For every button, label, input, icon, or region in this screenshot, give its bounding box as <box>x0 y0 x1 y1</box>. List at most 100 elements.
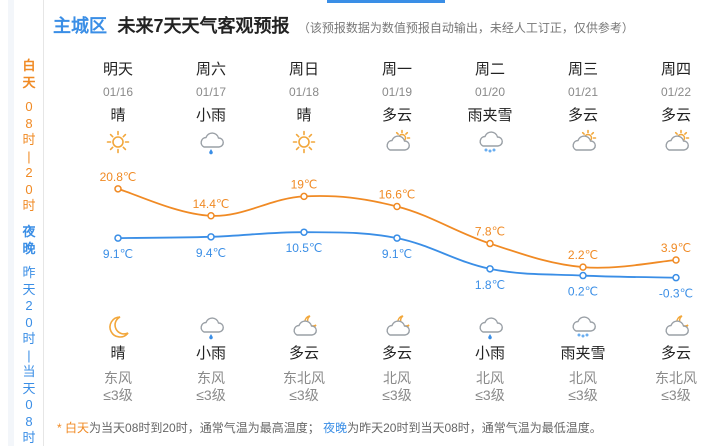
wind-direction: 东风 <box>104 370 132 386</box>
wind-level: ≤3级 <box>475 387 505 403</box>
low-temp-point <box>486 265 494 273</box>
sidebar-night-label: 夜晚 <box>22 224 36 256</box>
day-name: 周日 <box>288 61 319 78</box>
high-temp-point <box>300 192 308 201</box>
night-weather: 小雨 <box>474 345 505 362</box>
low-temp-point <box>393 234 401 242</box>
footnote-night-text: 为昨天20时到当天08时，通常气温为最低温度。 <box>347 421 602 435</box>
day-weather: 晴 <box>296 107 312 124</box>
sidebar-night-range: 昨天 2 0 时 | 当天 0 8 时 <box>22 265 36 445</box>
day-name: 周六 <box>195 61 226 78</box>
sidebar-night: 夜晚 昨天 2 0 时 | 当天 0 8 时 <box>16 224 42 446</box>
low-temp-point <box>579 271 587 280</box>
low-temp-point <box>114 234 122 242</box>
low-temp-point <box>300 228 308 236</box>
cloud-rain-icon <box>196 129 226 155</box>
low-temp-line <box>117 231 677 279</box>
cloud-moon-icon <box>289 314 319 340</box>
page-header: 主城区 未来7天天气客观预报 （该预报数据为数值预报自动输出，未经人工订正，仅供… <box>53 12 634 36</box>
day-column: 周日 01/18 晴 <box>254 60 354 155</box>
cloud-rain-icon <box>475 314 505 340</box>
footnote-day-term: 白天 <box>65 421 90 435</box>
footnote-star: * <box>57 421 62 435</box>
low-temp-label: 0.2℃ <box>568 285 598 299</box>
page-title: 未来7天天气客观预报 <box>117 16 290 36</box>
day-column: 周二 01/20 雨夹雪 <box>440 60 540 155</box>
night-column: 小雨 东风 ≤3级 <box>161 314 261 404</box>
day-weather: 小雨 <box>195 107 226 124</box>
wind-level: ≤3级 <box>289 387 319 403</box>
night-weather: 多云 <box>660 345 691 362</box>
wind-direction: 东北风 <box>655 370 697 386</box>
high-temp-point <box>579 263 587 271</box>
wind-level: ≤3级 <box>382 387 412 403</box>
footnote: * 白天为当天08时到20时，通常气温为最高温度； 夜晚为昨天20时到当天08时… <box>57 419 602 436</box>
wind-level: ≤3级 <box>661 387 691 403</box>
night-weather: 雨夹雪 <box>560 345 606 362</box>
wind-level: ≤3级 <box>196 387 226 403</box>
low-temp-label: 9.1℃ <box>382 247 412 261</box>
low-temp-point <box>672 273 680 282</box>
low-temp-label: 9.4℃ <box>196 246 226 260</box>
wind-direction: 北风 <box>476 370 504 386</box>
cloud-rain-icon <box>196 314 226 340</box>
cloud-moon-icon <box>661 314 691 340</box>
night-column: 晴 东风 ≤3级 <box>68 314 168 404</box>
high-temp-label: 14.4℃ <box>193 197 230 211</box>
region-name[interactable]: 主城区 <box>53 16 107 36</box>
high-temp-label: 20.8℃ <box>100 170 137 184</box>
day-weather: 多云 <box>660 107 691 124</box>
wind-direction: 东风 <box>197 370 225 386</box>
low-temp-label: 1.8℃ <box>475 278 505 292</box>
high-temp-point <box>114 185 122 193</box>
sun-icon <box>289 129 319 155</box>
day-name: 明天 <box>102 61 133 78</box>
low-temp-label: 9.1℃ <box>103 247 133 261</box>
night-weather: 小雨 <box>195 345 226 362</box>
day-date: 01/18 <box>288 85 320 99</box>
night-column: 小雨 北风 ≤3级 <box>440 314 540 404</box>
high-temp-label: 3.9℃ <box>661 241 691 255</box>
high-temp-label: 19℃ <box>291 177 318 191</box>
wind-level: ≤3级 <box>568 387 598 403</box>
low-temp-label: 10.5℃ <box>286 241 323 255</box>
cloud-sun-icon <box>661 129 691 155</box>
day-column: 周三 01/21 多云 <box>533 60 633 155</box>
day-name: 周四 <box>660 61 691 78</box>
low-temp-label: -0.3℃ <box>659 287 693 301</box>
day-column: 明天 01/16 晴 <box>68 60 168 155</box>
sidebar-day-range: 0 8 时 | 2 0 时 <box>22 99 36 213</box>
night-weather: 晴 <box>110 345 126 362</box>
time-sidebar: 白天 0 8 时 | 2 0 时 夜晚 昨天 2 0 时 | 当天 0 8 时 <box>0 0 44 446</box>
active-tab-indicator <box>327 0 445 3</box>
cloud-sun-icon <box>382 129 412 155</box>
night-column: 多云 东北风 ≤3级 <box>626 314 720 404</box>
day-column: 周四 01/22 多云 <box>626 60 720 155</box>
day-date: 01/19 <box>381 85 413 99</box>
sidebar-rail <box>8 0 14 446</box>
high-temp-label: 7.8℃ <box>475 225 505 239</box>
cloud-sleet-icon <box>475 129 505 155</box>
day-column: 周一 01/19 多云 <box>347 60 447 155</box>
high-temp-point <box>672 256 680 264</box>
cloud-sun-icon <box>568 129 598 155</box>
night-column: 雨夹雪 北风 ≤3级 <box>533 314 633 404</box>
sidebar-day-label: 白天 <box>22 58 36 90</box>
day-date: 01/20 <box>474 85 506 99</box>
day-date: 01/16 <box>102 85 134 99</box>
day-weather: 雨夹雪 <box>467 107 513 124</box>
day-column: 周六 01/17 小雨 <box>161 60 261 155</box>
low-temp-point <box>207 233 215 241</box>
sun-icon <box>103 129 133 155</box>
night-column: 多云 北风 ≤3级 <box>347 314 447 404</box>
high-temp-point <box>207 212 215 220</box>
high-temp-label: 16.6℃ <box>379 188 416 202</box>
footnote-night-term: 夜晚 <box>323 421 348 435</box>
night-weather: 多云 <box>381 345 412 362</box>
day-name: 周二 <box>474 61 505 78</box>
wind-direction: 东北风 <box>283 370 325 386</box>
night-column: 多云 东北风 ≤3级 <box>254 314 354 404</box>
high-temp-label: 2.2℃ <box>568 248 598 262</box>
high-temp-line <box>117 187 677 269</box>
cloud-sleet-icon <box>568 314 598 340</box>
